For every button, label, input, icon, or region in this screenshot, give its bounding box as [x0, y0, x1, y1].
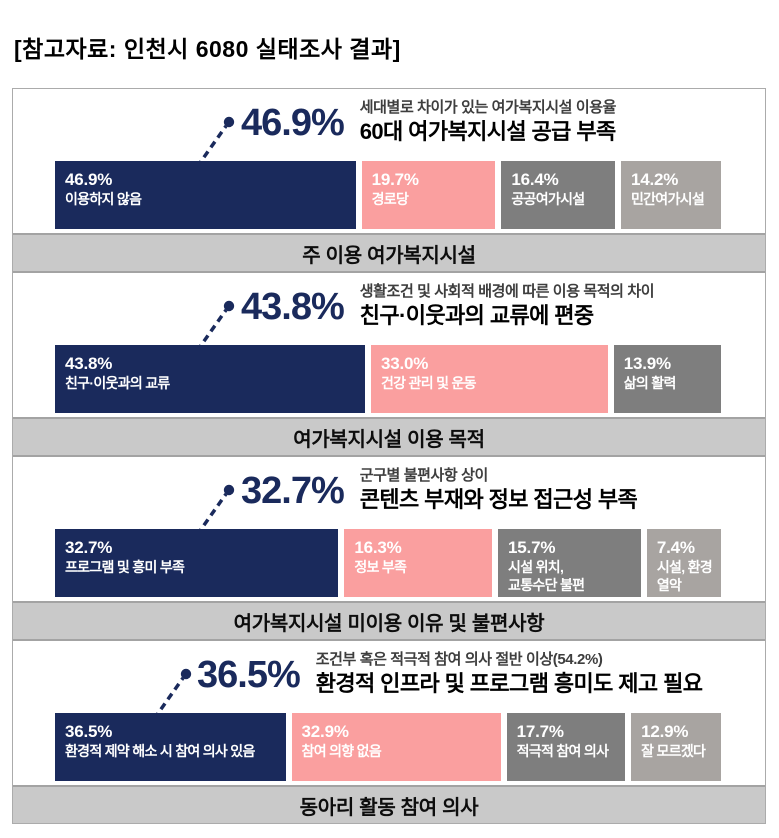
bar-segment: 43.8% 친구·이웃과의 교류: [55, 345, 365, 413]
section-headline: 친구·이웃과의 교류에 편중: [359, 302, 594, 328]
bar-category-label: 환경적 제약 해소 시 참여 의사 있음: [65, 743, 255, 760]
bar-percent-label: 33.0%: [380, 354, 429, 373]
dashed-pointer-icon: [189, 483, 237, 537]
bar-segment: 36.5% 환경적 제약 해소 시 참여 의사 있음: [55, 713, 286, 781]
bar-category-label: 시설, 환경 열악: [656, 559, 713, 594]
bar-row: 43.8% 친구·이웃과의 교류 33.0% 건강 관리 및 운동 13.9% 삶의 활력: [55, 345, 721, 413]
bar-segment: 33.0% 건강 관리 및 운동: [370, 345, 608, 413]
header-text: 세대별로 차이가 있는 여가복지시설 이용율 60대 여가복지시설 공급 부족: [359, 99, 617, 145]
section-header: 46.9% 세대별로 차이가 있는 여가복지시설 이용율 60대 여가복지시설 공급…: [241, 99, 616, 145]
bar-percent-label: 32.9%: [301, 722, 349, 741]
bar-percent-label: 15.7%: [508, 538, 556, 557]
section-subtitle: 조건부 혹은 적극적 참여 의사 절반 이상(54.2%): [315, 651, 603, 668]
bar-percent-label: 17.7%: [516, 722, 564, 741]
section-headline: 콘텐츠 부재와 정보 접근성 부족: [359, 486, 638, 512]
section-headline: 60대 여가복지시설 공급 부족: [359, 118, 616, 144]
header-text: 조건부 혹은 적극적 참여 의사 절반 이상(54.2%) 환경적 인프라 및 프…: [316, 651, 703, 697]
bar-segment: 16.3% 정보 부족: [344, 529, 493, 597]
bar-segment: 15.7% 시설 위치, 교통수단 불편: [498, 529, 641, 597]
bar-percent-label: 32.7%: [65, 538, 113, 557]
bar-segment: 13.9% 삶의 활력: [613, 345, 721, 413]
chart-section: 36.5% 조건부 혹은 적극적 참여 의사 절반 이상(54.2%) 환경적 인프…: [13, 641, 765, 823]
chart-sections: 46.9% 세대별로 차이가 있는 여가복지시설 이용율 60대 여가복지시설 공급…: [13, 89, 765, 823]
bar-row: 46.9% 이용하지 않음 19.7% 경로당 16.4% 공공여가시설 14.2% 민간여가…: [55, 161, 721, 229]
highlight-value: 43.8%: [241, 286, 345, 328]
section-subtitle: 생활조건 및 사회적 배경에 따른 이용 목적의 차이: [359, 283, 655, 300]
bar-percent-label: 7.4%: [656, 538, 695, 557]
dashed-pointer-icon: [189, 115, 237, 169]
section-caption: 여가복지시설 이용 목적: [13, 417, 765, 457]
section-subtitle: 세대별로 차이가 있는 여가복지시설 이용율: [359, 99, 617, 116]
bar-category-label: 시설 위치, 교통수단 불편: [508, 559, 585, 594]
page-title: [참고자료: 인천시 6080 실태조사 결과]: [14, 36, 401, 62]
bar-category-label: 경로당: [371, 191, 409, 208]
bar-percent-label: 16.3%: [354, 538, 402, 557]
dashed-pointer-icon: [146, 667, 194, 721]
survey-results-board: 46.9% 세대별로 차이가 있는 여가복지시설 이용율 60대 여가복지시설 공급…: [12, 88, 766, 824]
bar-category-label: 삶의 활력: [623, 375, 677, 392]
section-subtitle: 군구별 불편사항 상이: [359, 467, 489, 484]
bar-percent-label: 36.5%: [65, 722, 113, 741]
highlight-value: 46.9%: [241, 102, 345, 144]
bar-category-label: 적극적 참여 의사: [516, 743, 609, 760]
section-caption: 주 이용 여가복지시설: [13, 233, 765, 273]
bar-category-label: 민간여가시설: [630, 191, 705, 208]
dashed-pointer-icon: [189, 299, 237, 353]
bar-percent-label: 46.9%: [65, 170, 113, 189]
bar-category-label: 건강 관리 및 운동: [380, 375, 477, 392]
bar-category-label: 정보 부족: [354, 559, 407, 576]
bar-percent-label: 16.4%: [511, 170, 559, 189]
bar-category-label: 참여 의향 없음: [301, 743, 382, 760]
bar-segment: 7.4% 시설, 환경 열악: [646, 529, 721, 597]
bar-segment: 19.7% 경로당: [361, 161, 496, 229]
section-caption: 여가복지시설 미이용 이유 및 불편사항: [13, 601, 765, 641]
bar-segment: 46.9% 이용하지 않음: [55, 161, 356, 229]
section-headline: 환경적 인프라 및 프로그램 흥미도 제고 필요: [315, 670, 703, 696]
bar-segment: 17.7% 적극적 참여 의사: [506, 713, 626, 781]
chart-section: 46.9% 세대별로 차이가 있는 여가복지시설 이용율 60대 여가복지시설 공급…: [13, 89, 765, 273]
bar-category-label: 프로그램 및 흥미 부족: [65, 559, 185, 576]
bar-segment: 32.9% 참여 의향 없음: [291, 713, 501, 781]
bar-percent-label: 13.9%: [623, 354, 671, 373]
highlight-value: 36.5%: [197, 654, 301, 696]
bar-segment: 16.4% 공공여가시설: [501, 161, 615, 229]
bar-percent-label: 43.8%: [65, 354, 113, 373]
bar-category-label: 잘 모르겠다: [641, 743, 706, 760]
section-caption: 동아리 활동 참여 의사: [13, 785, 765, 823]
bar-row: 36.5% 환경적 제약 해소 시 참여 의사 있음 32.9% 참여 의향 없음 17…: [55, 713, 721, 781]
bar-percent-label: 19.7%: [371, 170, 419, 189]
bar-category-label: 공공여가시설: [511, 191, 585, 208]
bar-segment: 12.9% 잘 모르겠다: [631, 713, 721, 781]
bar-row: 32.7% 프로그램 및 흥미 부족 16.3% 정보 부족 15.7% 시설 위치, 교…: [55, 529, 721, 597]
bar-segment: 32.7% 프로그램 및 흥미 부족: [55, 529, 339, 597]
bar-category-label: 친구·이웃과의 교류: [65, 375, 170, 392]
highlight-value: 32.7%: [241, 470, 345, 512]
section-content: 36.5% 조건부 혹은 적극적 참여 의사 절반 이상(54.2%) 환경적 인프…: [13, 641, 765, 785]
bar-percent-label: 12.9%: [641, 722, 689, 741]
bar-category-label: 이용하지 않음: [65, 191, 142, 208]
section-header: 36.5% 조건부 혹은 적극적 참여 의사 절반 이상(54.2%) 환경적 인프…: [197, 651, 703, 697]
bar-segment: 14.2% 민간여가시설: [620, 161, 721, 229]
section-content: 46.9% 세대별로 차이가 있는 여가복지시설 이용율 60대 여가복지시설 공급…: [13, 89, 765, 233]
bar-percent-label: 14.2%: [630, 170, 679, 189]
